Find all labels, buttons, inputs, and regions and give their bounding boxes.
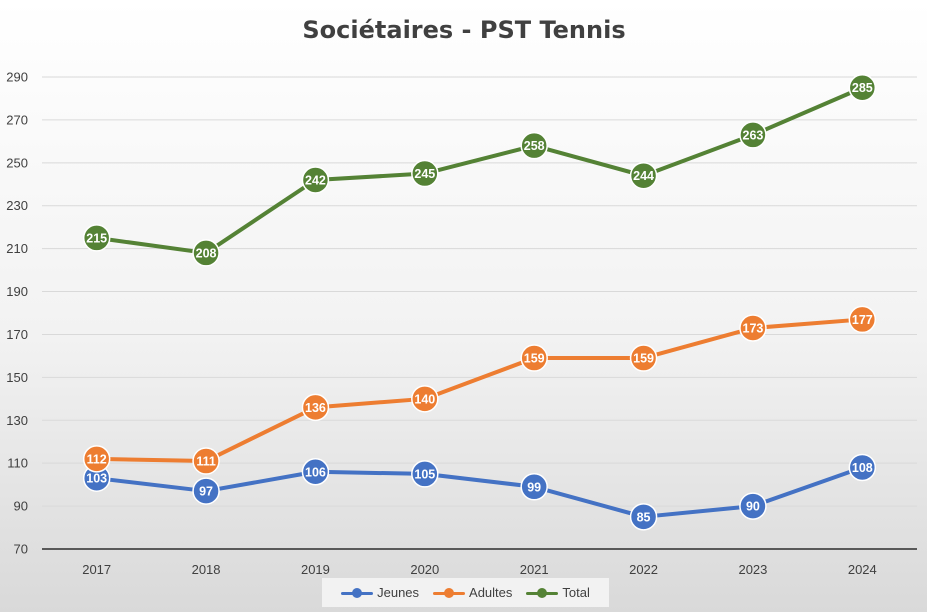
x-tick-label: 2024 bbox=[848, 562, 877, 577]
data-label: 140 bbox=[414, 392, 435, 406]
series-jeunes: 103 97 106 105 99 85 90 108 bbox=[82, 453, 877, 531]
data-point bbox=[739, 121, 767, 149]
series-line bbox=[94, 317, 865, 464]
chart-title: Sociétaires - PST Tennis bbox=[302, 16, 625, 44]
data-point bbox=[411, 385, 439, 413]
data-point bbox=[192, 447, 220, 475]
series-line bbox=[94, 465, 865, 519]
legend-label: Adultes bbox=[469, 585, 513, 600]
data-label: 112 bbox=[87, 452, 107, 466]
data-point bbox=[848, 305, 877, 334]
x-tick-label: 2023 bbox=[738, 562, 767, 577]
y-tick-label: 270 bbox=[6, 112, 28, 127]
data-label: 159 bbox=[633, 352, 654, 366]
data-point bbox=[739, 492, 767, 520]
data-label: 173 bbox=[743, 322, 764, 336]
data-label: 244 bbox=[633, 169, 654, 183]
legend-item-total: Total bbox=[526, 585, 590, 600]
data-point bbox=[301, 458, 330, 486]
data-label: 215 bbox=[86, 231, 107, 245]
y-tick-label: 190 bbox=[6, 284, 28, 299]
data-point bbox=[520, 344, 548, 372]
data-label: 97 bbox=[199, 485, 213, 499]
legend-item-adultes: Adultes bbox=[433, 585, 512, 600]
data-point bbox=[411, 460, 439, 488]
x-tick-label: 2019 bbox=[301, 562, 330, 577]
data-point bbox=[848, 73, 877, 102]
data-label: 242 bbox=[305, 173, 326, 187]
data-label: 258 bbox=[524, 139, 545, 153]
legend-swatch bbox=[433, 586, 466, 600]
series-layer: 103 97 106 105 99 85 90 108 112 111 136 140 159 159 17… bbox=[82, 73, 877, 531]
data-label: 136 bbox=[305, 401, 326, 415]
legend-label: Jeunes bbox=[377, 585, 420, 600]
data-label: 111 bbox=[196, 455, 216, 469]
data-point bbox=[629, 161, 658, 190]
data-point bbox=[411, 159, 439, 188]
data-point bbox=[82, 224, 111, 252]
data-point bbox=[301, 166, 330, 194]
data-point bbox=[520, 473, 548, 501]
series-total: 215 208 242 245 258 244 263 285 bbox=[82, 73, 877, 267]
data-label: 85 bbox=[637, 510, 651, 524]
y-tick-label: 210 bbox=[6, 241, 28, 256]
data-point bbox=[739, 314, 767, 342]
legend-swatch bbox=[341, 586, 374, 600]
data-label: 159 bbox=[524, 352, 545, 366]
y-tick-label: 70 bbox=[14, 542, 28, 557]
series-line bbox=[94, 85, 865, 255]
y-tick-label: 290 bbox=[6, 70, 28, 85]
data-label: 99 bbox=[527, 480, 541, 494]
data-label: 263 bbox=[743, 128, 764, 142]
y-tick-label: 170 bbox=[6, 327, 28, 342]
x-tick-label: 2021 bbox=[520, 562, 549, 577]
data-point bbox=[301, 393, 330, 422]
x-tick-label: 2017 bbox=[82, 562, 111, 577]
data-point bbox=[629, 344, 658, 372]
data-point bbox=[192, 239, 220, 267]
x-tick-label: 2022 bbox=[629, 562, 658, 577]
series-adultes: 112 111 136 140 159 159 173 177 bbox=[82, 305, 877, 475]
legend: Jeunes Adultes Total bbox=[322, 578, 609, 607]
data-label: 245 bbox=[414, 167, 435, 181]
data-label: 103 bbox=[86, 472, 107, 486]
x-axis-ticks: 2017 2018 2019 2020 2021 2022 2023 2024 bbox=[82, 562, 877, 577]
data-point bbox=[82, 445, 111, 473]
legend-swatch bbox=[526, 586, 559, 600]
data-point bbox=[192, 477, 220, 505]
data-label: 285 bbox=[852, 81, 873, 95]
y-tick-label: 130 bbox=[6, 413, 28, 428]
gridlines bbox=[42, 76, 917, 507]
y-axis-ticks: 70 90 110 130 150 170 190 210 230 250 270 290 bbox=[6, 70, 28, 557]
data-label: 177 bbox=[852, 313, 873, 327]
y-tick-label: 250 bbox=[6, 155, 28, 170]
legend-item-jeunes: Jeunes bbox=[341, 585, 419, 600]
data-point bbox=[520, 131, 548, 160]
data-point bbox=[848, 453, 877, 482]
data-label: 90 bbox=[746, 500, 760, 514]
data-label: 106 bbox=[305, 465, 326, 479]
x-tick-label: 2020 bbox=[410, 562, 439, 577]
legend-label: Total bbox=[562, 585, 590, 600]
y-tick-label: 150 bbox=[6, 370, 28, 385]
data-point bbox=[629, 503, 658, 531]
data-label: 105 bbox=[414, 467, 435, 481]
y-tick-label: 230 bbox=[6, 198, 28, 213]
x-tick-label: 2018 bbox=[192, 562, 221, 577]
data-label: 108 bbox=[852, 461, 873, 475]
data-label: 208 bbox=[196, 246, 217, 260]
y-tick-label: 90 bbox=[14, 499, 28, 514]
y-tick-label: 110 bbox=[7, 456, 28, 471]
